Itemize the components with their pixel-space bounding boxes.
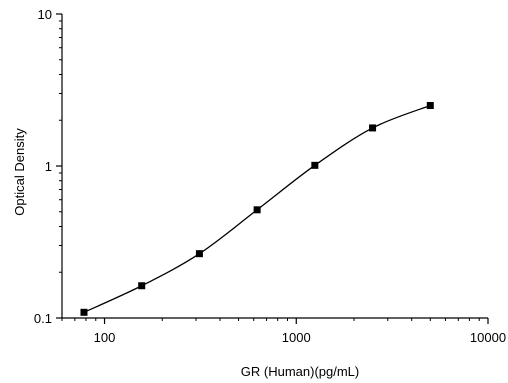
y-tick-label: 0.1 [34, 311, 52, 326]
x-tick-label: 100 [94, 330, 116, 345]
y-axis-title: Optical Density [12, 128, 27, 216]
y-tick-label: 10 [38, 7, 52, 22]
data-point [426, 102, 434, 110]
x-tick-label: 10000 [470, 330, 506, 345]
ticks [56, 13, 489, 324]
axes [61, 14, 488, 319]
data-points [80, 102, 434, 316]
data-point [195, 250, 203, 258]
data-point [138, 282, 146, 290]
y-tick-label: 1 [45, 159, 52, 174]
x-axis-title: GR (Human)(pg/mL) [241, 364, 359, 379]
data-point [369, 124, 377, 132]
x-tick-label: 1000 [282, 330, 311, 345]
data-point [80, 308, 88, 316]
data-point [311, 161, 319, 169]
tick-labels: 100 1000 10000 0.1 1 10 [34, 7, 506, 345]
data-point [253, 206, 261, 214]
